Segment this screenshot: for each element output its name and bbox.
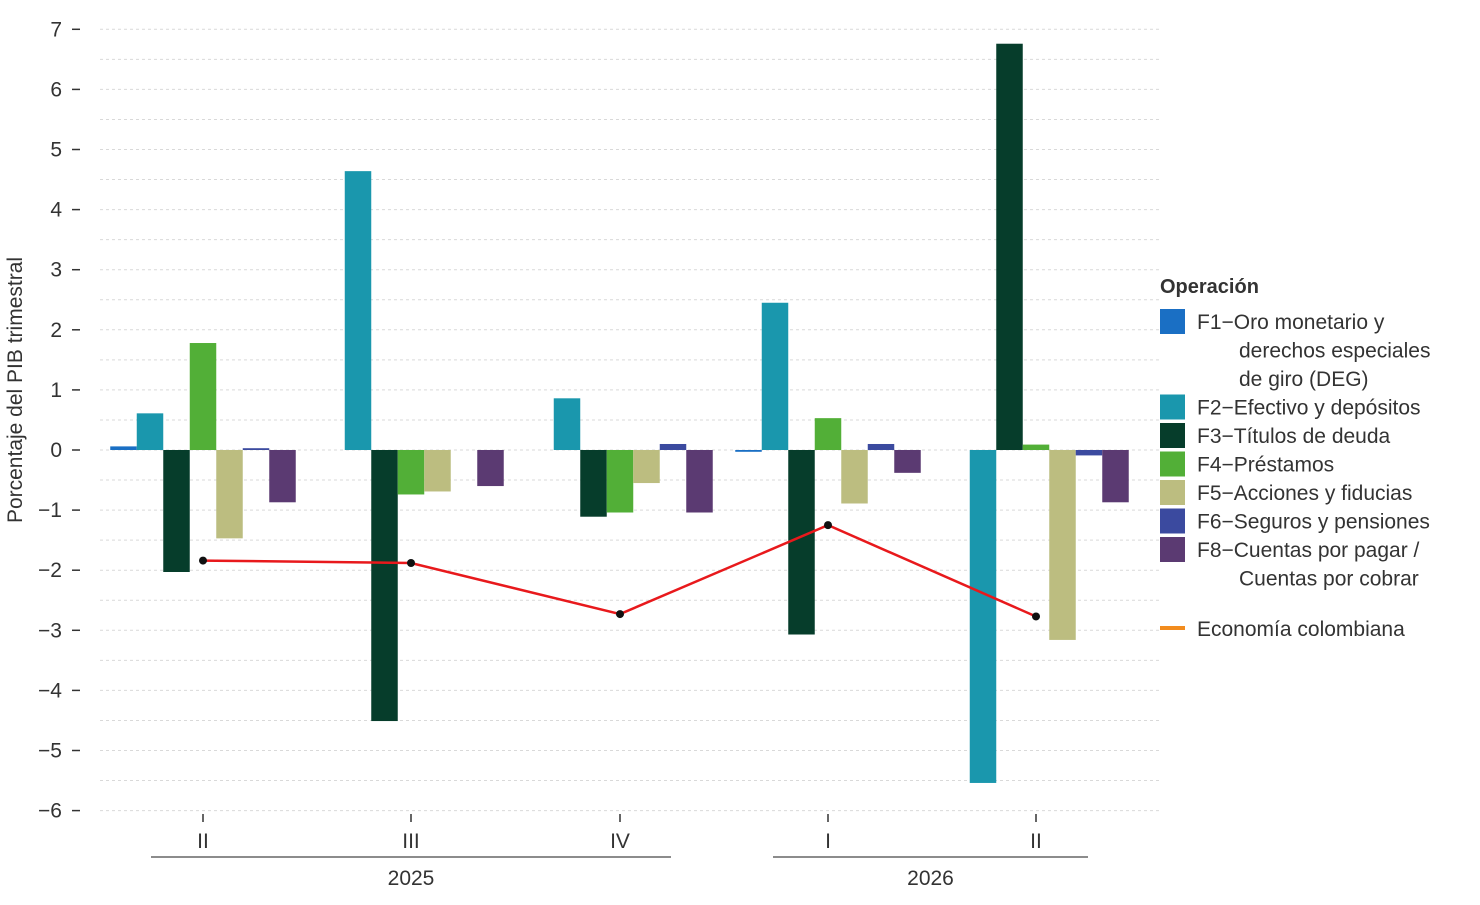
bar-f2-1 [344, 171, 372, 450]
bar-f4-4 [1022, 444, 1050, 450]
legend-item-f5: F5−Acciones y fiducias [1160, 480, 1412, 505]
bar-f1-3 [735, 450, 762, 452]
bar-f3-0 [163, 450, 190, 572]
bar-f8-1 [477, 450, 504, 487]
legend-swatch [1160, 480, 1185, 505]
legend-swatch [1160, 423, 1185, 448]
y-axis: 7 6 5 4 3 2 1 0 −1 −2 −3 −4 −5 −6 [38, 18, 80, 823]
y-tick-label: 1 [50, 379, 62, 402]
bar-f3-2 [580, 450, 607, 517]
legend-swatch [1160, 451, 1185, 477]
line-point-4 [1032, 612, 1040, 621]
bar-f6-2 [659, 443, 687, 450]
y-tick-label: −2 [38, 559, 62, 582]
year-group-label: 2026 [907, 867, 954, 890]
bar-f5-4 [1049, 450, 1076, 640]
legend-label: Economía colombiana [1197, 618, 1405, 641]
legend: Operación F1−Oro monetario y derechos espe… [1160, 276, 1430, 641]
bar-f2-3 [761, 302, 789, 450]
y-tick-label: 5 [50, 139, 62, 162]
legend-swatch [1160, 394, 1185, 420]
x-tick-label: IV [610, 830, 630, 853]
line-point-0 [199, 556, 207, 565]
economia-colombiana-line [202, 523, 1037, 618]
y-tick-label: 2 [50, 319, 62, 342]
legend-label-cont: Cuentas por cobrar [1239, 568, 1419, 591]
legend-item-f3: F3−Títulos de deuda [1160, 423, 1391, 448]
legend-label: F8−Cuentas por pagar / [1197, 539, 1420, 562]
y-tick-label: −1 [38, 499, 62, 522]
legend-line-swatch [1160, 626, 1185, 630]
bars [110, 43, 1129, 783]
bar-f5-2 [633, 450, 660, 484]
bar-f4-0 [189, 343, 217, 450]
y-tick-label: −6 [38, 800, 62, 823]
legend-title: Operación [1160, 276, 1259, 298]
x-tick-label: I [825, 830, 831, 853]
legend-item-line: Economía colombiana [1160, 618, 1405, 641]
bar-f8-4 [1102, 450, 1129, 503]
y-tick-label: 3 [50, 259, 62, 282]
legend-label: F2−Efectivo y depósitos [1197, 397, 1421, 420]
legend-item-f4: F4−Préstamos [1160, 451, 1334, 477]
y-tick-label: −4 [38, 679, 62, 702]
line-point-3 [824, 521, 832, 530]
bar-f6-4 [1075, 450, 1103, 456]
bar-f6-0 [242, 448, 270, 450]
bar-f8-2 [686, 450, 713, 513]
y-tick-label: 6 [50, 78, 62, 101]
bar-f6-3 [867, 443, 895, 450]
legend-label: F5−Acciones y fiducias [1197, 482, 1412, 505]
bar-f2-4 [969, 450, 997, 783]
y-axis-label: Porcentaje del PIB trimestral [4, 257, 27, 523]
bar-f3-3 [788, 450, 815, 635]
y-tick-label: 7 [50, 18, 62, 41]
legend-swatch [1160, 508, 1185, 534]
legend-label-cont: de giro (DEG) [1239, 368, 1369, 391]
legend-item-f8: F8−Cuentas por pagar / Cuentas por cobrar [1160, 537, 1420, 591]
line-point-1 [407, 558, 415, 567]
y-tick-label: 0 [50, 439, 62, 462]
legend-swatch [1160, 309, 1185, 334]
bar-f4-3 [814, 418, 842, 450]
bar-f3-1 [371, 450, 398, 722]
legend-swatch [1160, 537, 1185, 562]
legend-label: F1−Oro monetario y [1197, 311, 1385, 334]
y-tick-label: −5 [38, 740, 62, 763]
legend-label: F3−Títulos de deuda [1197, 425, 1391, 448]
year-group-label: 2025 [388, 867, 435, 890]
legend-item-f6: F6−Seguros y pensiones [1160, 508, 1430, 534]
x-tick-label: III [402, 830, 420, 853]
line-point-2 [616, 610, 624, 619]
bar-f5-3 [841, 450, 868, 504]
legend-item-f2: F2−Efectivo y depósitos [1160, 394, 1421, 420]
bar-f5-1 [424, 450, 451, 492]
bar-f3-4 [996, 43, 1023, 450]
bar-f4-2 [606, 450, 634, 513]
x-tick-label: II [1030, 830, 1042, 853]
bar-f8-0 [269, 450, 296, 503]
bar-f2-2 [553, 398, 581, 450]
bar-f4-1 [397, 450, 425, 495]
legend-item-f1: F1−Oro monetario y derechos especiales de … [1160, 309, 1430, 391]
x-tick-label: II [197, 830, 209, 853]
legend-label-cont: derechos especiales [1239, 340, 1430, 363]
legend-label: F4−Préstamos [1197, 454, 1334, 477]
bar-f2-0 [136, 413, 164, 450]
line-series [199, 521, 1040, 621]
legend-label: F6−Seguros y pensiones [1197, 511, 1430, 534]
y-tick-label: 4 [50, 199, 62, 222]
bar-f8-3 [894, 450, 921, 473]
bar-f1-0 [110, 446, 137, 450]
y-tick-label: −3 [38, 619, 62, 642]
bar-f5-0 [216, 450, 243, 539]
